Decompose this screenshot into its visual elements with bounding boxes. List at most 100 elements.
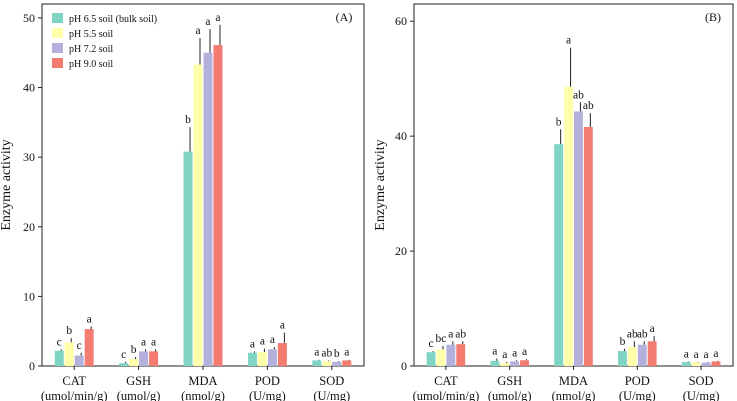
significance-letter: ab (573, 89, 584, 101)
bar (149, 351, 159, 366)
x-category-label: GSH (497, 374, 522, 388)
x-category-unit: (umol/min/g) (41, 389, 108, 401)
bar (277, 343, 287, 366)
bar (267, 349, 277, 366)
x-category-unit: (umol/g) (117, 389, 161, 401)
significance-letter: b (620, 336, 626, 348)
x-category-unit: (nmol/g) (552, 389, 596, 401)
legend-swatch (52, 13, 63, 23)
y-tick-label: 10 (23, 289, 35, 303)
legend-swatch (52, 43, 63, 53)
x-category-unit: (umol/min/g) (413, 389, 480, 401)
significance-letter: a (141, 336, 146, 348)
bar (691, 362, 701, 366)
significance-letter: a (87, 313, 92, 325)
bar (446, 344, 456, 366)
x-category-unit: (nmol/g) (181, 389, 225, 401)
panel-label: (B) (705, 10, 721, 24)
significance-letter: a (522, 346, 527, 358)
bar (54, 350, 64, 366)
significance-letter: bc (436, 333, 447, 345)
x-category-label: POD (625, 374, 650, 388)
bar (510, 361, 520, 366)
bar (332, 361, 342, 366)
bar (183, 151, 193, 366)
y-tick-label: 40 (23, 81, 35, 95)
significance-letter: a (195, 25, 200, 37)
x-category-label: MDA (559, 374, 588, 388)
bar (490, 360, 500, 366)
x-category-label: MDA (188, 374, 217, 388)
x-category-label: CAT (434, 374, 458, 388)
x-category-unit: (umol/g) (488, 389, 532, 401)
bar (322, 361, 332, 366)
significance-letter: a (448, 328, 453, 340)
bar (701, 362, 711, 366)
legend-label: pH 6.5 soil (bulk soil) (69, 14, 157, 25)
x-category-label: SOD (319, 374, 344, 388)
x-category-label: GSH (126, 374, 151, 388)
bar (129, 359, 139, 366)
significance-letter: a (151, 336, 156, 348)
significance-letter: a (314, 347, 319, 359)
bar (84, 329, 94, 366)
significance-letter: a (250, 338, 255, 350)
bar (681, 361, 691, 366)
bar (203, 52, 213, 366)
bar (257, 352, 267, 366)
legend-label: pH 5.5 soil (69, 29, 113, 40)
bar (193, 64, 203, 367)
significance-letter: a (205, 16, 210, 28)
y-tick-label: 30 (23, 150, 35, 164)
significance-letter: b (334, 348, 340, 360)
significance-letter: c (121, 349, 126, 361)
y-tick-label: 50 (23, 11, 35, 25)
significance-letter: ab (583, 100, 594, 112)
significance-letter: c (77, 340, 82, 352)
panel-label: (A) (336, 10, 353, 24)
significance-letter: a (502, 349, 507, 361)
significance-letter: c (57, 336, 62, 348)
significance-letter: ab (321, 347, 332, 359)
y-tick-label: 0 (29, 359, 35, 373)
significance-letter: a (566, 35, 571, 47)
significance-letter: a (492, 346, 497, 358)
bar (213, 45, 223, 366)
bar (247, 352, 257, 366)
bar (436, 349, 446, 366)
bar (456, 344, 466, 366)
significance-letter: a (215, 12, 220, 24)
significance-letter: ab (627, 328, 638, 340)
x-category-label: POD (255, 374, 280, 388)
bar (637, 344, 647, 366)
significance-letter: a (344, 347, 349, 359)
bar (342, 360, 352, 366)
significance-letter: b (66, 325, 72, 337)
bar (312, 360, 322, 366)
x-category-unit: (U/mg) (249, 389, 286, 401)
y-tick-label: 60 (395, 14, 407, 28)
legend-label: pH 7.2 soil (69, 44, 113, 55)
significance-letter: a (703, 349, 708, 361)
x-category-label: CAT (62, 374, 86, 388)
significance-letter: c (429, 338, 434, 350)
legend-swatch (52, 58, 63, 68)
plot-frame (413, 3, 734, 367)
x-category-unit: (U/mg) (619, 389, 656, 401)
legend: pH 6.5 soil (bulk soil) pH 5.5 soil pH 7.2… (52, 13, 157, 70)
significance-letter: a (280, 320, 285, 332)
x-category-unit: (U/mg) (313, 389, 350, 401)
significance-letter: ab (455, 328, 466, 340)
bar (647, 341, 657, 366)
bar (139, 351, 149, 366)
bar (119, 363, 129, 366)
significance-letter: a (650, 323, 655, 335)
y-axis-label: Enzyme activity (0, 139, 14, 230)
y-tick-label: 20 (23, 220, 35, 234)
bar (520, 360, 529, 366)
significance-letter: a (260, 336, 265, 348)
significance-letter: b (185, 114, 191, 126)
y-tick-label: 0 (401, 359, 407, 373)
